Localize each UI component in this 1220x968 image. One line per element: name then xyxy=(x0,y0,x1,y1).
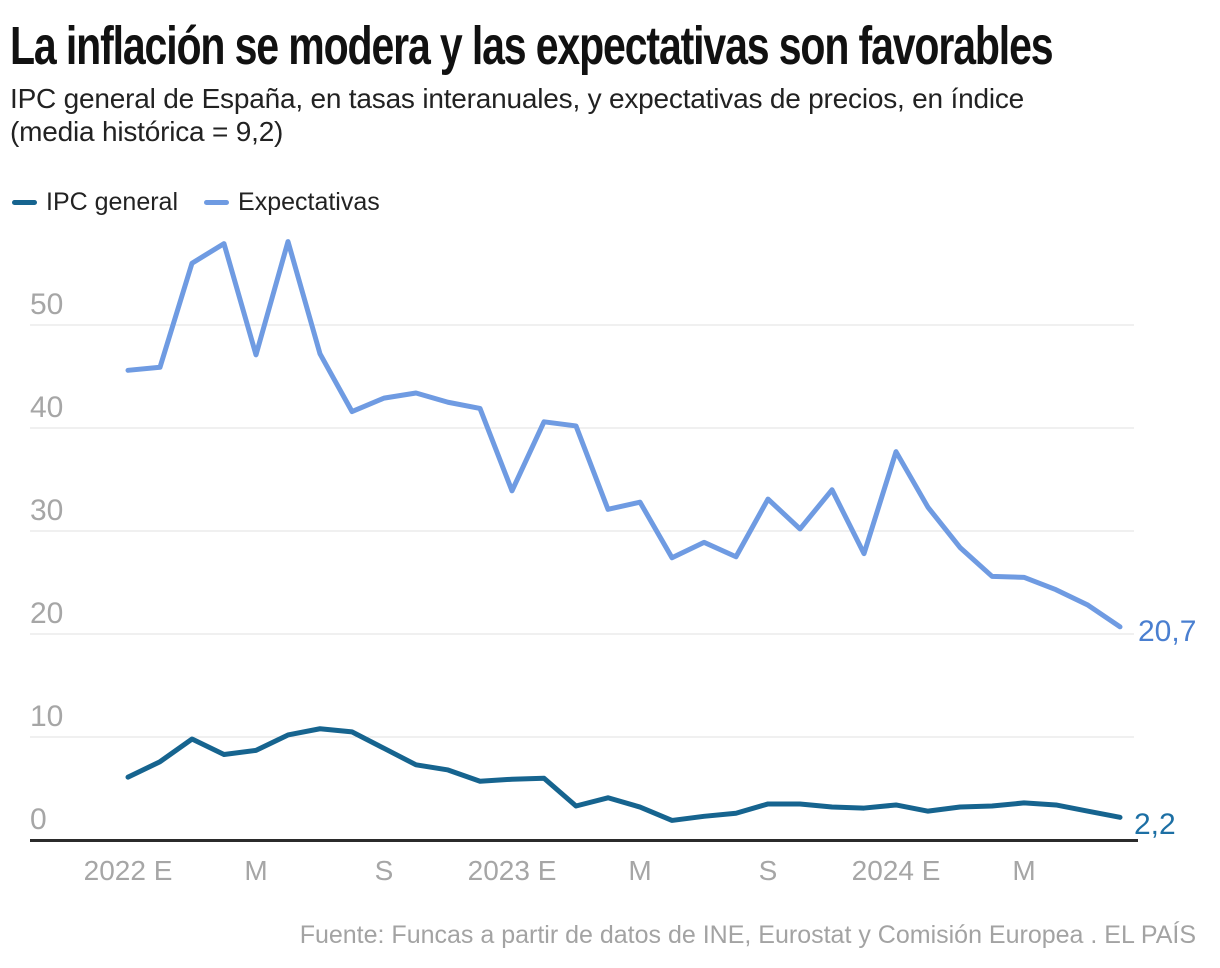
expectativas-dash-icon xyxy=(204,200,230,205)
ipc-general-dash-icon xyxy=(12,200,37,205)
series-line-ipc-general xyxy=(125,726,1123,823)
x-tick-2024-m: M xyxy=(1012,855,1036,886)
x-tick-2024-e: 2024 E xyxy=(851,855,941,886)
source-credit: Fuente: Funcas a partir de datos de INE,… xyxy=(299,921,1196,949)
legend-label-expectativas: Expectativas xyxy=(238,188,380,216)
y-tick-0: 0 xyxy=(30,803,47,836)
y-tick-50: 50 xyxy=(30,288,64,321)
x-tick-2023-m: M xyxy=(628,855,652,886)
series-line-expectativas xyxy=(125,239,1123,630)
y-tick-20: 20 xyxy=(30,597,64,630)
chart-subtitle-line1: IPC general de España, en tasas interanu… xyxy=(10,83,1025,114)
chart-subtitle: IPC general de España, en tasas interanu… xyxy=(10,82,1215,148)
legend-item-expectativas: Expectativas xyxy=(204,188,380,217)
chart-subtitle-line2: (media histórica = 9,2) xyxy=(10,116,284,147)
y-tick-30: 30 xyxy=(30,494,64,527)
ipc-general-end-value-label: 2,2 xyxy=(1134,808,1176,841)
y-tick-10: 10 xyxy=(30,700,64,733)
x-tick-2023-s: S xyxy=(758,855,778,886)
x-tick-2022-m: M xyxy=(244,855,268,886)
x-tick-2022-e: 2022 E xyxy=(83,855,173,886)
y-tick-40: 40 xyxy=(30,391,64,424)
legend-item-ipc-general: IPC general xyxy=(12,188,178,217)
legend-label-ipc-general: IPC general xyxy=(46,188,179,216)
chart-legend: IPC general Expectativas xyxy=(12,188,380,217)
chart-title: La inflación se modera y las expectativa… xyxy=(10,16,1054,76)
x-tick-2023-e: 2023 E xyxy=(467,855,557,886)
x-tick-2022-s: S xyxy=(374,855,394,886)
expectativas-end-value-label: 20,7 xyxy=(1138,615,1197,648)
